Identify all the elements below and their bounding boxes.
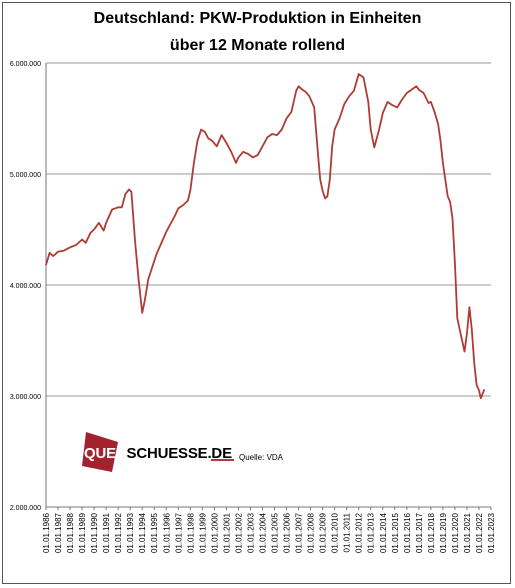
x-tick-label: 01.01.2022 bbox=[475, 512, 484, 553]
y-tick-label: 3.000.000 bbox=[10, 394, 41, 401]
gridlines bbox=[45, 62, 491, 508]
x-tick-label: 01.01.1998 bbox=[186, 512, 195, 553]
legend-swatch bbox=[211, 459, 234, 461]
logo-text-schuesse: SCHUESSE.DE bbox=[126, 445, 233, 462]
y-tick-label: 5.000.000 bbox=[10, 172, 41, 179]
series-line-vda bbox=[45, 73, 486, 400]
x-tick-label: 01.01.2010 bbox=[331, 512, 340, 553]
x-tick-label: 01.01.2000 bbox=[210, 512, 219, 553]
x-axis-tick-labels: 01.01.1986 01.01.1987 01.01.1988 01.01.1989… bbox=[42, 507, 496, 553]
x-tick-label: 01.01.2003 bbox=[246, 512, 255, 553]
logo-text-quer: QUER bbox=[84, 445, 127, 462]
x-tick-label: 01.01.2006 bbox=[283, 512, 292, 553]
series-layer bbox=[45, 73, 486, 400]
logo-text: QUERSCHUESSE.DE bbox=[84, 445, 232, 462]
x-tick-label: 01.01.1997 bbox=[174, 512, 183, 553]
x-tick-label: 01.01.2005 bbox=[271, 512, 280, 553]
x-tick-label: 01.01.1994 bbox=[138, 512, 147, 553]
x-tick-label: 01.01.2014 bbox=[379, 512, 388, 553]
y-tick-label: 6.000.000 bbox=[10, 61, 41, 68]
x-tick-label: 01.01.2011 bbox=[343, 512, 352, 552]
x-tick-label: 01.01.2020 bbox=[451, 512, 460, 553]
chart-title-line-2: über 12 Monate rollend bbox=[169, 37, 346, 54]
x-tick-label: 01.01.2017 bbox=[415, 512, 424, 553]
x-tick-label: 01.01.2001 bbox=[222, 512, 231, 553]
x-tick-label: 01.01.1989 bbox=[78, 512, 87, 553]
x-tick-label: 01.01.2009 bbox=[319, 512, 328, 553]
x-tick-label: 01.01.1993 bbox=[126, 512, 135, 553]
x-tick-label: 01.01.2002 bbox=[234, 512, 243, 553]
x-tick-label: 01.01.2023 bbox=[487, 512, 496, 553]
x-tick-label: 01.01.2007 bbox=[295, 512, 304, 553]
x-tick-label: 01.01.2012 bbox=[355, 512, 364, 553]
y-axis-tick-labels: 2.000.000 3.000.000 4.000.000 5.000.000 6.00… bbox=[10, 61, 41, 512]
chart-title-line-1: Deutschland: PKW-Produktion in Einheiten bbox=[93, 10, 422, 27]
logo-mark-icon bbox=[82, 432, 118, 472]
x-tick-label: 01.01.1992 bbox=[114, 512, 123, 553]
legend-label: Quelle: VDA bbox=[239, 453, 284, 462]
x-tick-label: 01.01.1996 bbox=[162, 512, 171, 553]
x-tick-label: 01.01.1990 bbox=[90, 512, 99, 553]
chart-frame bbox=[2, 2, 511, 584]
x-tick-label: 01.01.1995 bbox=[150, 512, 159, 553]
x-tick-label: 01.01.1987 bbox=[54, 512, 63, 553]
y-tick-label: 2.000.000 bbox=[10, 505, 41, 512]
x-tick-label: 01.01.2016 bbox=[403, 512, 412, 553]
x-tick-label: 01.01.2015 bbox=[391, 512, 400, 553]
x-tick-label: 01.01.2018 bbox=[427, 512, 436, 553]
x-tick-label: 01.01.2021 bbox=[463, 512, 472, 553]
x-tick-label: 01.01.1999 bbox=[198, 512, 207, 553]
x-tick-label: 01.01.1991 bbox=[102, 512, 111, 553]
x-tick-label: 01.01.1986 bbox=[42, 512, 51, 553]
x-tick-label: 01.01.2019 bbox=[439, 512, 448, 553]
x-tick-label: 01.01.2013 bbox=[367, 512, 376, 553]
x-tick-label: 01.01.2004 bbox=[258, 512, 267, 553]
y-tick-label: 4.000.000 bbox=[10, 283, 41, 290]
x-tick-label: 01.01.1988 bbox=[66, 512, 75, 553]
x-tick-label: 01.01.2008 bbox=[307, 512, 316, 553]
